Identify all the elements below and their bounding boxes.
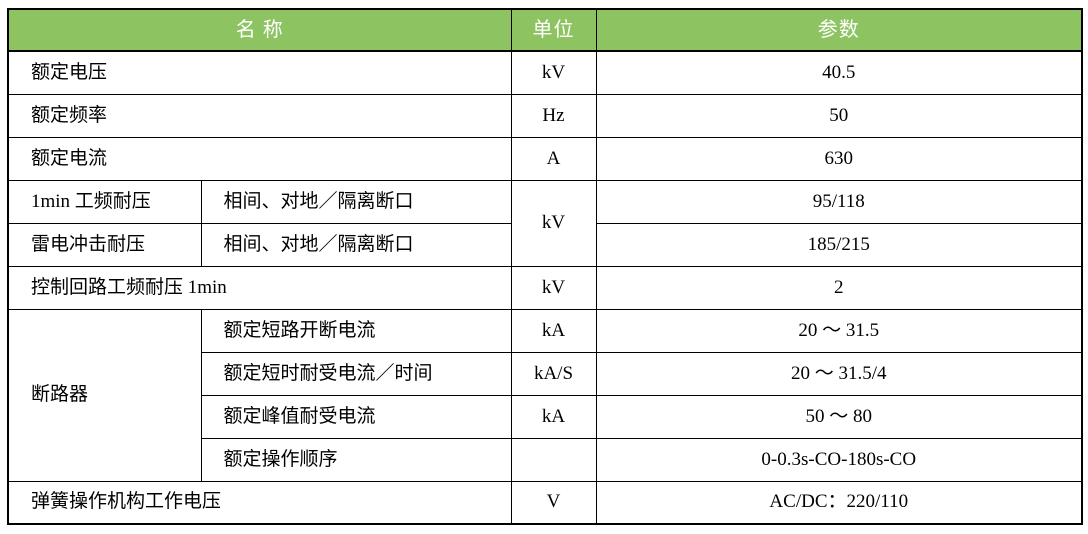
row-power-freq-withstand: 1min 工频耐压 相间、对地／隔离断口 kV 95/118 [7, 179, 1083, 267]
cell-name: 弹簧操作机构工作电压 [7, 480, 512, 525]
header-name: 名 称 [7, 8, 512, 52]
cell-value: 95/118 [595, 179, 1083, 224]
parameters-table: 名 称 单位 参数 额定电压 kV 40.5 额定频率 Hz 50 额定电流 A… [7, 8, 1083, 525]
cell-subname: 相间、对地／隔离断口 [200, 179, 512, 224]
cell-name: 1min 工频耐压 [7, 179, 202, 224]
cell-unit: V [510, 480, 597, 525]
cell-name: 额定电流 [7, 136, 512, 181]
cell-value: AC/DC：220/110 [595, 480, 1083, 525]
cell-subname: 额定操作顺序 [200, 437, 512, 482]
cell-name: 额定频率 [7, 93, 512, 138]
cell-subname: 额定峰值耐受电流 [200, 394, 512, 439]
row-peak-current: 额定峰值耐受电流 kA 50 ～ 80 [8, 394, 1083, 439]
cell-value: 185/215 [595, 222, 1083, 267]
cell-subname: 额定短路开断电流 [200, 308, 512, 353]
cell-unit: A [510, 136, 597, 181]
cell-unit: kV [510, 50, 597, 95]
row-spring-mechanism: 弹簧操作机构工作电压 V AC/DC：220/110 [7, 480, 1083, 525]
row-control-circuit: 控制回路工频耐压 1min kV 2 [7, 265, 1083, 310]
cell-value: 20 ～ 31.5/4 [595, 351, 1083, 396]
cell-value: 50 [595, 93, 1083, 138]
cell-value: 0-0.3s-CO-180s-CO [595, 437, 1083, 482]
header-row: 名 称 单位 参数 [7, 8, 1083, 52]
cell-subname: 额定短时耐受电流／时间 [200, 351, 512, 396]
row-breaking-current: 断路器 额定短路开断电流 kA 20 ～ 31.5 [7, 308, 1083, 482]
row-lightning-impulse: 雷电冲击耐压 相间、对地／隔离断口 185/215 [7, 222, 1083, 267]
cell-value: 2 [595, 265, 1083, 310]
row-rated-current: 额定电流 A 630 [7, 136, 1083, 181]
cell-group-breaker: 断路器 [7, 308, 202, 482]
cell-unit: kA [510, 308, 597, 353]
cell-value: 630 [595, 136, 1083, 181]
cell-name: 额定电压 [7, 50, 512, 95]
cell-unit: kA [510, 394, 597, 439]
cell-name: 控制回路工频耐压 1min [7, 265, 512, 310]
cell-unit: Hz [510, 93, 597, 138]
header-unit: 单位 [510, 8, 597, 52]
cell-value: 20 ～ 31.5 [595, 308, 1083, 353]
cell-unit-empty [510, 437, 597, 482]
row-rated-frequency: 额定频率 Hz 50 [7, 93, 1083, 138]
cell-value: 40.5 [595, 50, 1083, 95]
header-param: 参数 [595, 8, 1083, 52]
cell-value: 50 ～ 80 [595, 394, 1083, 439]
row-operation-sequence: 额定操作顺序 0-0.3s-CO-180s-CO [8, 437, 1083, 482]
cell-unit-merged: kV [510, 179, 597, 267]
cell-unit: kA/S [510, 351, 597, 396]
cell-unit: kV [510, 265, 597, 310]
cell-name: 雷电冲击耐压 [7, 222, 202, 267]
cell-subname: 相间、对地／隔离断口 [200, 222, 512, 267]
row-rated-voltage: 额定电压 kV 40.5 [7, 50, 1083, 95]
row-short-time-current: 额定短时耐受电流／时间 kA/S 20 ～ 31.5/4 [8, 351, 1083, 396]
